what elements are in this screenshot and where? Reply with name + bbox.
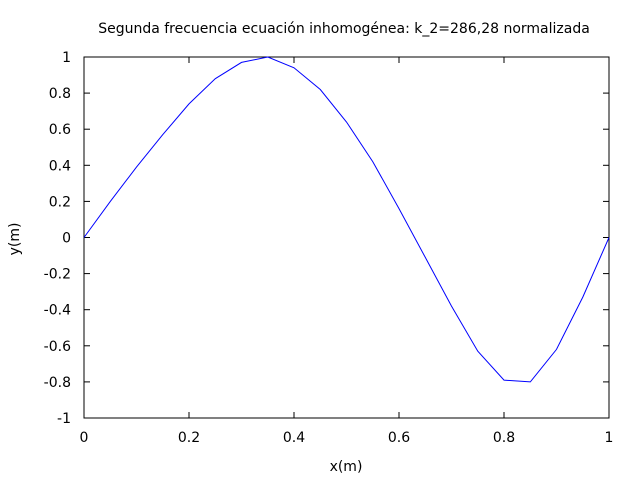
plot-frame <box>83 56 610 419</box>
y-tick-label: -0.2 <box>44 267 71 283</box>
y-tick-label: -0.6 <box>44 339 71 355</box>
y-tick-label: 0.8 <box>49 86 71 102</box>
x-tick-label: 1 <box>605 430 614 446</box>
y-tick-label: -0.8 <box>44 375 71 391</box>
y-tick-label: -0.4 <box>44 303 71 319</box>
x-axis: 0 0.2 0.4 0.6 0.8 1 <box>80 57 614 446</box>
x-axis-label: x(m) <box>330 459 363 475</box>
y-tick-label: 1 <box>62 50 71 66</box>
chart-title: Segunda frecuencia ecuación inhomogénea:… <box>98 21 590 37</box>
y-tick-label: 0.6 <box>49 122 71 138</box>
series-line <box>83 56 610 383</box>
x-tick-label: 0 <box>80 430 89 446</box>
y-axis: -1 -0.8 -0.6 -0.4 -0.2 0 0.2 0.4 0.6 0.8 1 <box>44 50 609 427</box>
y-tick-label: -1 <box>57 411 71 427</box>
x-tick-label: 0.2 <box>178 430 200 446</box>
x-tick-label: 0.6 <box>388 430 410 446</box>
y-tick-label: 0.2 <box>49 194 71 210</box>
x-tick-label: 0.8 <box>493 430 515 446</box>
x-tick-label: 0.4 <box>283 430 305 446</box>
y-tick-label: 0.4 <box>49 158 71 174</box>
y-tick-label: 0 <box>62 231 71 247</box>
y-axis-label: y(m) <box>7 223 23 256</box>
